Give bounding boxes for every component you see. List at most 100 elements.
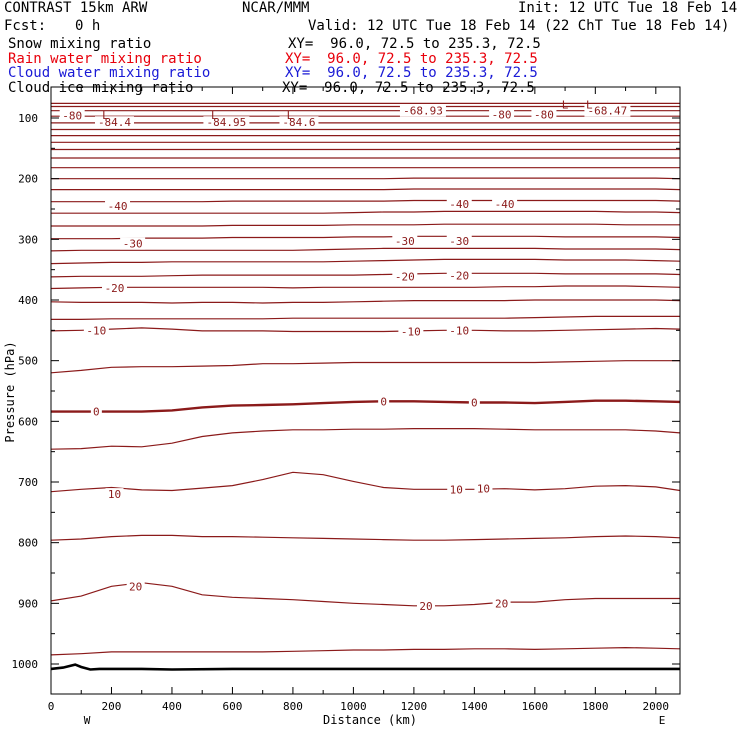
low-marker: L [586,99,593,112]
endpoint-west: W [84,714,91,727]
contour-label-bg [474,482,493,495]
x-axis-ticks: 0 200 400 600 800 1000 1200 1400 1600 1800 2000 [48,87,669,713]
contour-line [51,327,680,333]
contour-label: -68.47 [588,105,628,118]
field-name-cloud-water: Cloud water mixing ratio [8,65,211,81]
contour-label: 10 [450,483,463,496]
y-tick-label: 100 [18,112,38,125]
y-tick-label: 600 [18,415,38,428]
contour-label: -10 [86,324,106,337]
contour-label: -20 [395,270,415,283]
contour-label-bg [126,580,145,593]
y-tick-label: 300 [18,233,38,246]
x-axis-title: Distance (km) [323,713,417,727]
y-tick-label: 400 [18,294,38,307]
contour-line [51,428,680,450]
contour-label-bg [105,199,131,212]
contour-line [51,199,680,203]
contour-label-bg [392,235,418,248]
contour-label: 20 [495,597,508,610]
contour-label-bg [120,237,146,250]
contour-line [51,285,680,290]
init-time: Init: 12 UTC Tue 18 Feb 14 [518,0,738,16]
x-tick-label: 1800 [582,700,609,713]
contour-label: 10 [477,483,490,496]
contour-label: -84.95 [207,116,247,129]
fcst-value: 0 h [75,18,101,34]
y-tick-label: 200 [18,173,38,186]
contour-line [51,534,680,541]
contour-label: 0 [93,406,100,419]
field-name-snow: Snow mixing ratio [8,36,152,52]
field-xy-snow: XY= 96.0, 72.5 to 235.3, 72.5 [288,36,541,52]
contour-label: 0 [380,395,387,408]
field-name-rain: Rain water mixing ratio [8,51,202,67]
contour-label-bg [447,483,466,496]
x-tick-label: 800 [283,700,303,713]
contour-label-bg [416,599,435,612]
x-tick-label: 1200 [401,700,428,713]
contour-line [51,299,680,304]
x-tick-label: 2000 [643,700,670,713]
contour-label: -40 [108,200,128,213]
endpoint-east: E [659,714,666,727]
org-label: NCAR/MMM [242,0,310,16]
low-marker: L [287,109,294,122]
contour-label: -30 [395,235,415,248]
contour-line [51,471,680,493]
contour-label-bg [492,597,511,610]
x-tick-label: 0 [48,700,55,713]
contour-line [51,360,680,374]
contour-label-bg [446,235,472,248]
contour-label-bg [83,324,109,337]
contour-label: 20 [129,580,142,593]
field-xy-cloud-water: XY= 96.0, 72.5 to 235.3, 72.5 [285,65,538,81]
contour-line [51,272,680,278]
contour-label: -68.93 [403,105,443,118]
x-tick-label: 1000 [340,700,367,713]
contour-label: 0 [471,397,478,410]
field-xy-rain: XY= 96.0, 72.5 to 235.3, 72.5 [285,51,538,67]
contour-label-bg [446,198,472,211]
contour-label-bg [279,116,319,129]
y-tick-label: 500 [18,355,38,368]
contour-label: -20 [449,270,469,283]
low-marker: L [211,109,218,122]
contour-line [51,315,680,320]
contour-line [51,188,680,191]
contour-label-bg [446,324,472,337]
contour-line [51,223,680,227]
y-tick-label: 1000 [12,658,39,671]
contour-label-bg [95,116,135,129]
y-tick-label: 700 [18,476,38,489]
contour-label: -30 [123,238,143,251]
contour-label-bg [531,108,557,121]
contour-label: -80 [62,110,82,123]
valid-time: Valid: 12 UTC Tue 18 Feb 14 (22 ChT Tue … [308,18,730,34]
model-title: CONTRAST 15km ARW [4,0,148,16]
contour-label: -80 [492,108,512,121]
field-name-cloud-ice: Cloud ice mixing ratio [8,80,194,96]
contour-label-bg [584,104,631,117]
low-marker: L [562,99,569,112]
fcst-label: Fcst: [4,18,47,34]
temperature-contours [51,102,680,656]
contour-label-bg [392,270,418,283]
contour-label-bg [446,269,472,282]
x-tick-label: 1600 [522,700,549,713]
contour-label: -40 [449,198,469,211]
contour-line [51,258,680,265]
contour-label: -84.6 [282,116,315,129]
contour-label-bg [105,488,124,501]
terrain-surface [50,663,680,671]
x-tick-label: 600 [223,700,243,713]
low-marker: L [102,109,109,122]
y-axis-title: Pressure (hPa) [3,341,17,442]
contour-label: -10 [449,324,469,337]
contour-label-bg [90,405,102,418]
contour-label-bg [399,104,446,117]
contour-labels: 20 20 20 10 10 10 0 0 0 -10 -10 -10 -20 -20 -20 -30 -30 -… [59,99,631,613]
contour-label: -30 [449,235,469,248]
